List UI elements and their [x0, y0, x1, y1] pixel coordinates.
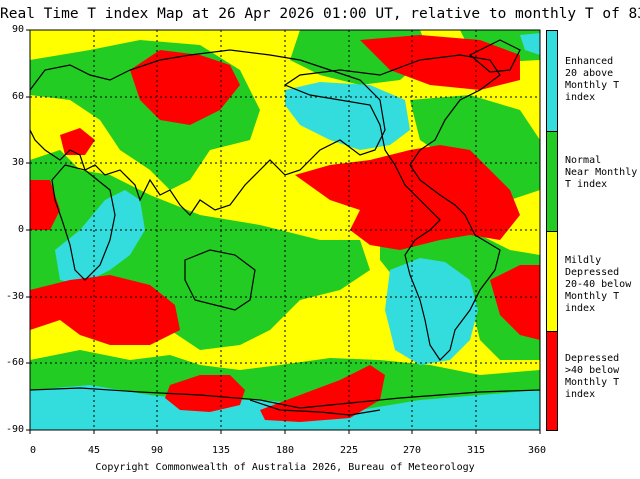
depressed-region: [30, 275, 180, 345]
depressed-region: [30, 180, 60, 230]
legend-label-mildly-depressed: Mildly Depressed 20-40 below Monthly T i…: [565, 255, 632, 314]
depressed-region: [260, 365, 385, 422]
lat-label: -60: [5, 357, 24, 368]
depressed-region: [360, 35, 520, 90]
enhanced-region: [385, 258, 478, 365]
lon-label: 90: [150, 445, 164, 456]
depressed-region: [295, 145, 520, 250]
lat-label: 60: [11, 91, 24, 102]
graticule: [30, 30, 540, 430]
depressed-region: [60, 128, 95, 155]
lat-label: 30: [11, 157, 24, 168]
lat-label: 90: [11, 24, 24, 35]
copyright-credit: Copyright Commonwealth of Australia 2026…: [95, 462, 475, 473]
lon-label: 45: [87, 445, 101, 456]
lon-label: 135: [211, 445, 231, 456]
legend-swatch-enhanced: [546, 30, 558, 132]
legend-label-normal: Normal Near Monthly T index: [565, 155, 638, 190]
enhanced-region: [55, 190, 145, 285]
normal-region: [410, 95, 540, 200]
enhanced-region: [520, 33, 540, 55]
lon-label: 315: [466, 445, 486, 456]
lat-label: -30: [5, 291, 24, 302]
lon-label: 270: [402, 445, 422, 456]
legend-swatch-normal: [546, 131, 558, 232]
depressed-region: [490, 265, 540, 340]
map-title: Real Time T index Map at 26 Apr 2026 01:…: [0, 6, 640, 22]
legend-label-depressed: Depressed >40 below Monthly T index: [565, 353, 620, 400]
coastlines: [30, 39, 540, 416]
lon-label: 225: [339, 445, 359, 456]
legend-swatch-mildly-depressed: [546, 231, 558, 332]
legend-label-enhanced: Enhanced 20 above Monthly T index: [565, 56, 620, 103]
lon-label: 0: [29, 445, 37, 456]
lat-label: 0: [17, 224, 24, 235]
lon-label: 180: [275, 445, 295, 456]
depressed-region: [165, 375, 245, 412]
lon-label: 360: [527, 445, 547, 456]
axis-ticks: [26, 29, 541, 434]
legend-swatch-depressed: [546, 331, 558, 431]
lat-label: -90: [5, 424, 24, 435]
